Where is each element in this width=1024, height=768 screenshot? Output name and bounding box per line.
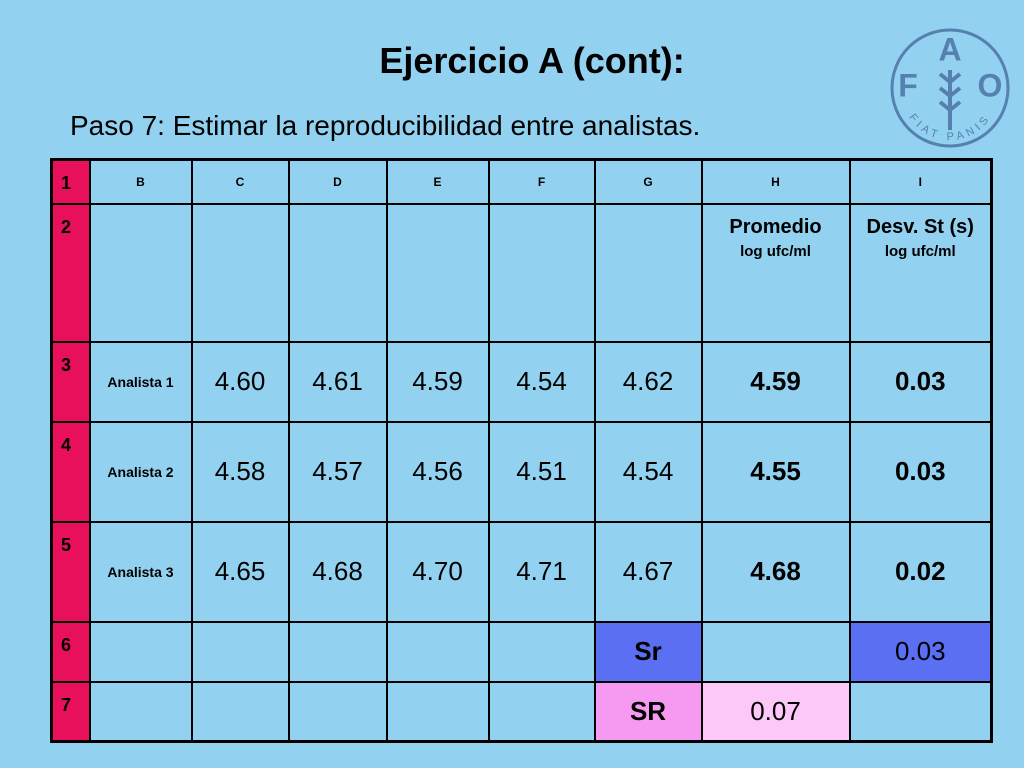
- table-cell: 4.71: [487, 520, 596, 623]
- table-cell: 7: [50, 680, 91, 743]
- table-cell: 0.02: [848, 520, 993, 623]
- table-cell: Analista 1: [88, 340, 193, 423]
- table-cell: [487, 620, 596, 683]
- table-cell: Promedio log ufc/ml: [700, 202, 851, 343]
- table-cell: Sr: [593, 620, 703, 683]
- table-cell: 4: [50, 420, 91, 523]
- table-cell: [190, 202, 290, 343]
- table-cell: Desv. St (s) log ufc/ml: [848, 202, 993, 343]
- table-cell: 4.68: [700, 520, 851, 623]
- table-cell: [593, 202, 703, 343]
- table-cell: E: [385, 158, 490, 205]
- table-cell: [88, 202, 193, 343]
- table-row: 4 Analista 2 4.58 4.57 4.56 4.51 4.54 4.55 0.03: [50, 420, 993, 523]
- column-unit: log ufc/ml: [884, 242, 956, 260]
- table-cell: [190, 680, 290, 743]
- table-cell: 6: [50, 620, 91, 683]
- table-cell: 4.67: [593, 520, 703, 623]
- logo-letter: O: [978, 67, 1003, 103]
- table-cell: F: [487, 158, 596, 205]
- table-cell: 4.65: [190, 520, 290, 623]
- table-cell: [385, 202, 490, 343]
- table-cell: 0.03: [848, 620, 993, 683]
- table-cell: 0.07: [700, 680, 851, 743]
- table-row: 2 Promedio log ufc/ml Desv. St (s) log ufc/m…: [50, 202, 993, 343]
- table-cell: 4.60: [190, 340, 290, 423]
- table-cell: [287, 680, 388, 743]
- table-cell: 4.59: [385, 340, 490, 423]
- table-cell: [385, 680, 490, 743]
- table-cell: 4.56: [385, 420, 490, 523]
- table-cell: 4.55: [700, 420, 851, 523]
- table-cell: 4.51: [487, 420, 596, 523]
- table-cell: [190, 620, 290, 683]
- table-cell: 4.59: [700, 340, 851, 423]
- column-header: Desv. St (s): [866, 215, 974, 238]
- title: Ejercicio A (cont):: [379, 40, 685, 81]
- table-cell: 4.62: [593, 340, 703, 423]
- table-row: 7 SR 0.07: [50, 680, 993, 743]
- table-row: 3 Analista 1 4.60 4.61 4.59 4.54 4.62 4.59 0.03: [50, 340, 993, 423]
- table-cell: G: [593, 158, 703, 205]
- data-table: 1 B C D E F G H I 2 Promedio log ufc/ml Desv. St (s)…: [50, 158, 993, 743]
- table-cell: 1: [50, 158, 91, 205]
- table-cell: 5: [50, 520, 91, 623]
- table-cell: [487, 680, 596, 743]
- table-cell: 0.03: [848, 420, 993, 523]
- table-cell: [700, 620, 851, 683]
- table-cell: 4.54: [487, 340, 596, 423]
- table-row: 5 Analista 3 4.65 4.68 4.70 4.71 4.67 4.68 0.02: [50, 520, 993, 623]
- table-cell: 2: [50, 202, 91, 343]
- fao-logo: F A O FIAT PANIS: [890, 28, 1010, 148]
- column-unit: log ufc/ml: [740, 242, 811, 260]
- table-cell: 4.54: [593, 420, 703, 523]
- table-cell: [848, 680, 993, 743]
- table-cell: I: [848, 158, 993, 205]
- table-cell: B: [88, 158, 193, 205]
- table-cell: [88, 620, 193, 683]
- table-cell: 4.58: [190, 420, 290, 523]
- table-cell: [88, 680, 193, 743]
- table-cell: SR: [593, 680, 703, 743]
- table-cell: [287, 202, 388, 343]
- table-row: 6 Sr 0.03: [50, 620, 993, 683]
- table-cell: Analista 3: [88, 520, 193, 623]
- table-cell: [287, 620, 388, 683]
- table-cell: 3: [50, 340, 91, 423]
- logo-letter: A: [938, 31, 961, 67]
- table-cell: 4.70: [385, 520, 490, 623]
- table-cell: 4.57: [287, 420, 388, 523]
- table-cell: [487, 202, 596, 343]
- subtitle: Paso 7: Estimar la reproducibilidad entr…: [70, 110, 701, 141]
- table-cell: D: [287, 158, 388, 205]
- table-cell: 4.61: [287, 340, 388, 423]
- table-cell: 4.68: [287, 520, 388, 623]
- column-header: Promedio: [729, 215, 822, 238]
- table-cell: 0.03: [848, 340, 993, 423]
- logo-letter: F: [898, 67, 918, 103]
- table-cell: Analista 2: [88, 420, 193, 523]
- table-cell: C: [190, 158, 290, 205]
- table-cell: H: [700, 158, 851, 205]
- table-cell: [385, 620, 490, 683]
